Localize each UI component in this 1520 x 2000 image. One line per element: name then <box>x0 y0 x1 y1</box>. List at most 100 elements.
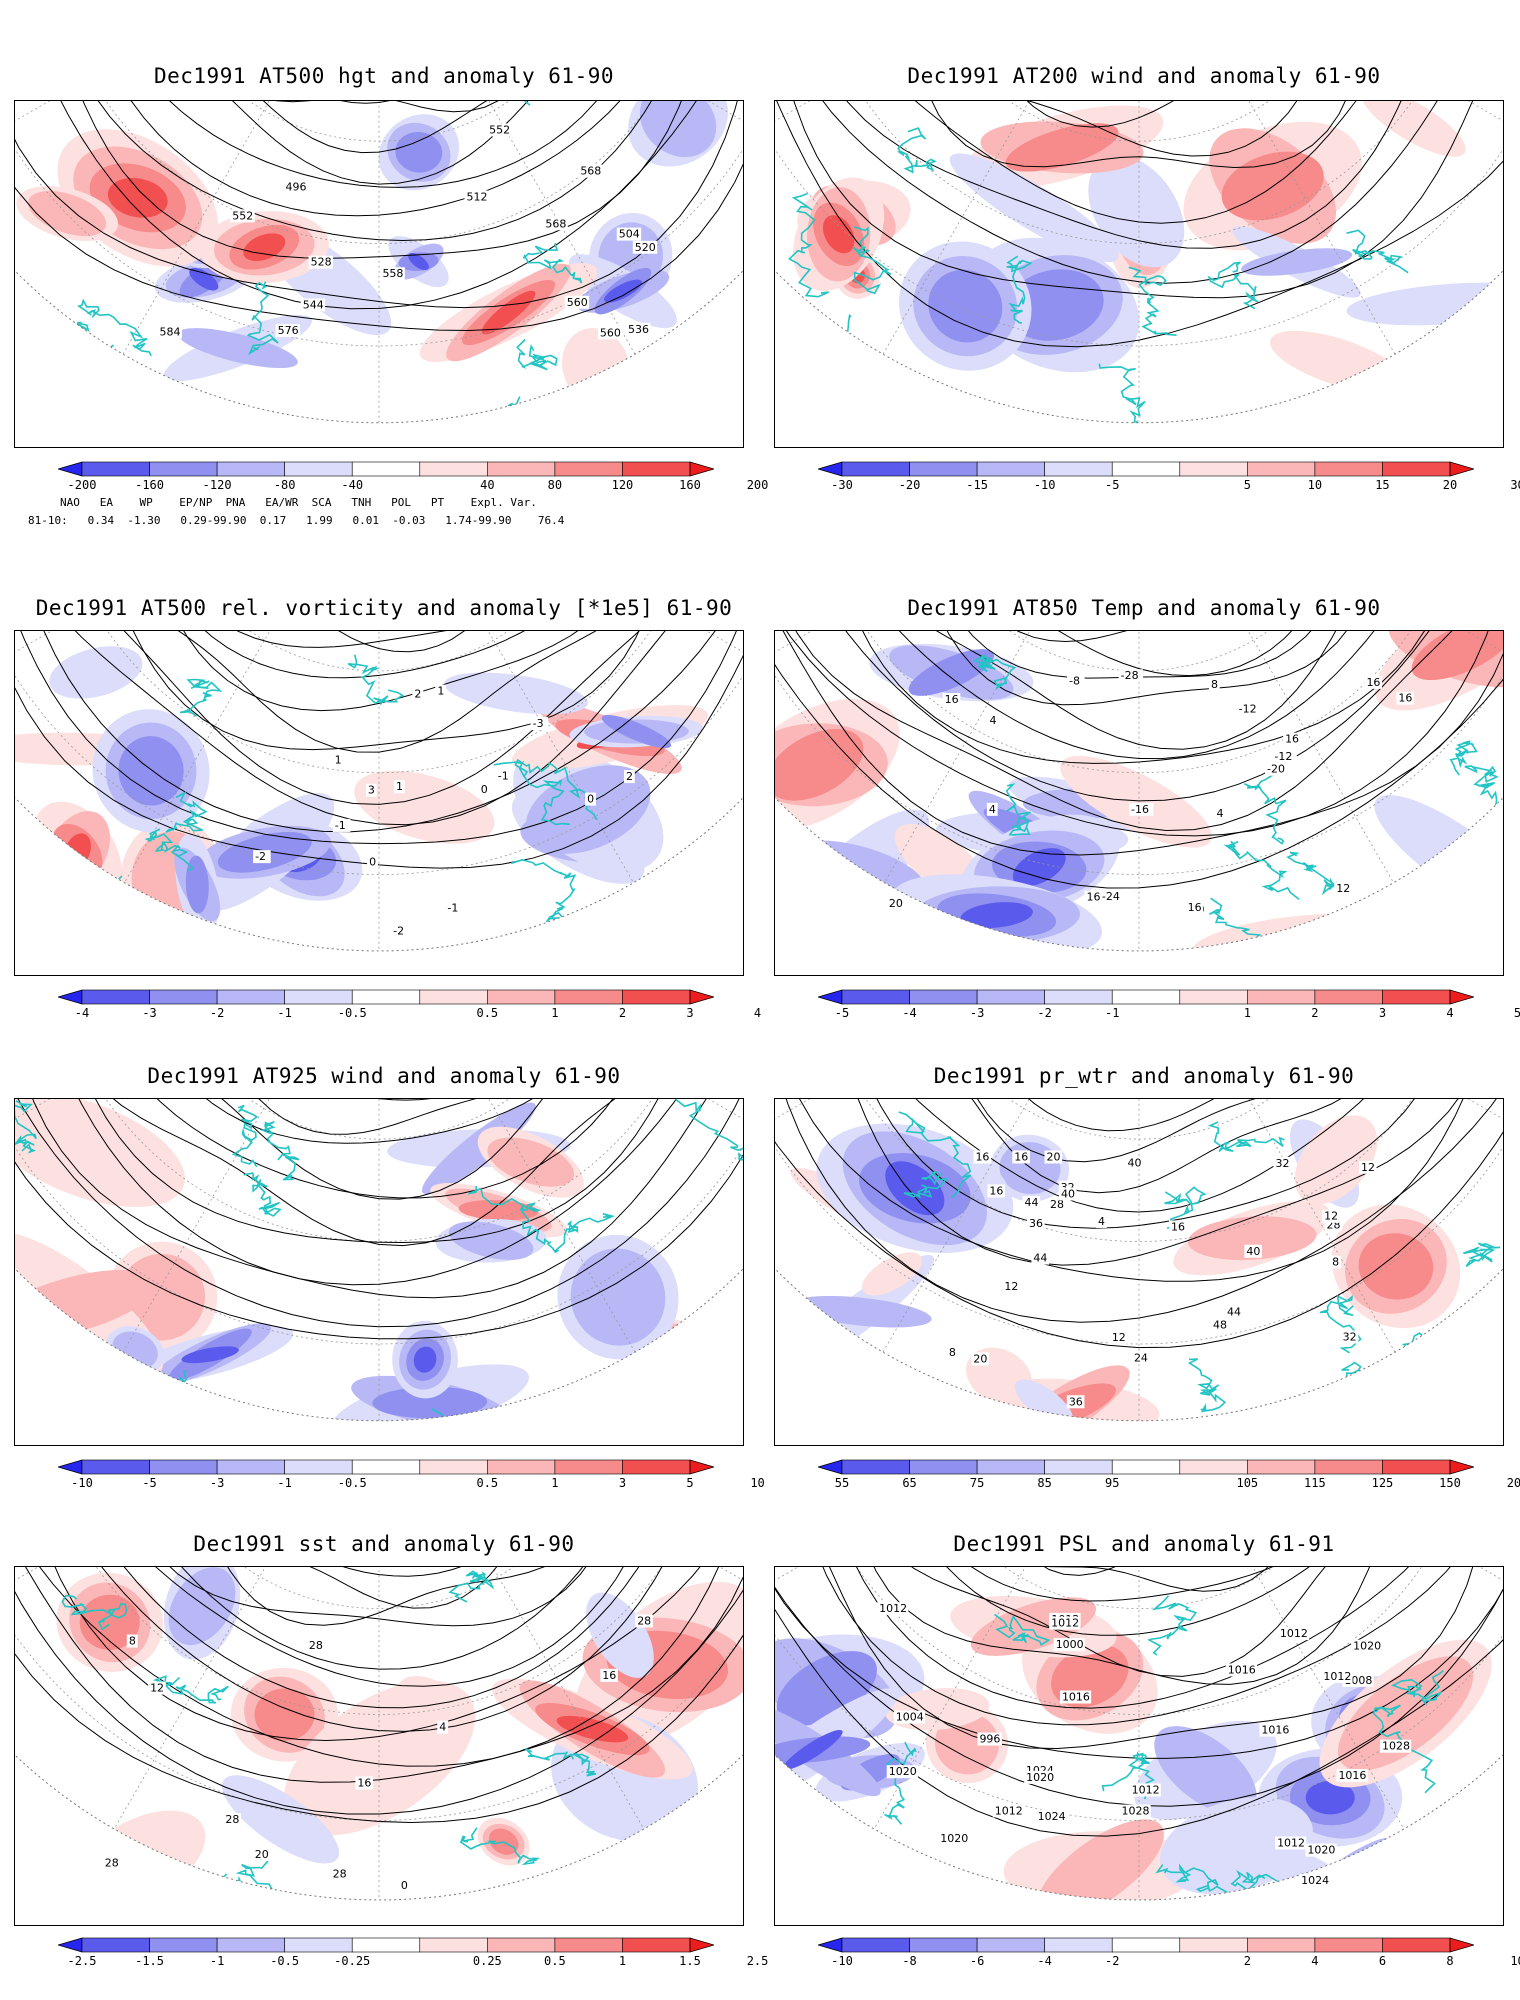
coastline <box>516 338 558 371</box>
colorbar-tick-label: -20 <box>898 478 921 492</box>
contour-line <box>15 631 743 833</box>
coastline <box>1319 1294 1362 1354</box>
colorbar-tick-label: -30 <box>831 478 853 492</box>
coastline <box>510 858 577 923</box>
anomaly-shading <box>1358 1233 1434 1300</box>
coastline <box>1464 765 1499 810</box>
panel-title: Dec1991 AT500 hgt and anomaly 61-90 <box>153 64 614 88</box>
contour-label: 28 <box>333 1867 347 1880</box>
colorbar-swatch <box>216 1937 285 1953</box>
coastline <box>1362 1862 1405 1887</box>
colorbar-tick-label: 30 <box>1510 478 1520 492</box>
colorbar-swatch <box>554 1459 623 1475</box>
colorbar-strip <box>818 1937 1474 1953</box>
colorbar-tick-label: 2 <box>1243 1954 1251 1968</box>
panel-title: Dec1991 AT925 wind and anomaly 61-90 <box>147 1064 621 1088</box>
contour-line <box>15 1099 743 1299</box>
colorbar-arrow-right <box>689 989 714 1005</box>
panel-title: Dec1991 sst and anomaly 61-90 <box>193 1532 575 1556</box>
colorbar-tick-label: 200 <box>1506 1476 1520 1490</box>
contour-line <box>854 1099 1404 1194</box>
contour-label: 2 <box>626 770 633 783</box>
contour-line <box>127 631 649 712</box>
contour-line <box>167 1567 575 1577</box>
colorbar-tick-label: 0.5 <box>476 1476 499 1490</box>
contour-label: 16 <box>1398 692 1412 705</box>
contour-line <box>775 631 1503 832</box>
contour-line <box>94 1567 657 1670</box>
contour-label: 1028 <box>1122 1805 1150 1818</box>
contour-line <box>829 1099 1459 1229</box>
anomaly-shading <box>1241 248 1353 276</box>
colorbar-swatch <box>487 989 556 1005</box>
colorbar-swatch <box>909 1459 978 1475</box>
teleconnection-values: 81-10: 0.34 -1.30 0.29-99.90 0.17 1.99 0… <box>28 514 565 527</box>
colorbar-tick-label: 5 <box>1513 1006 1520 1020</box>
map-sst: 28 28 20 16 12 0 4 8 16 28 28 28 <box>14 1566 744 1926</box>
contour-label: 8 <box>1332 1255 1339 1268</box>
anomaly-shading <box>562 328 630 405</box>
coastline <box>788 192 829 298</box>
contour-line <box>213 101 558 104</box>
anomaly-shading <box>177 328 298 369</box>
panel-wind925: Dec1991 AT925 wind and anomaly 61-90 -10… <box>14 1064 765 1494</box>
contour-label: 4 <box>439 1721 446 1734</box>
colorbar-tick-label: -0.5 <box>337 1476 367 1490</box>
colorbar-tick-label: -1 <box>1104 1006 1120 1020</box>
colorbar-strip <box>818 461 1474 477</box>
colorbar-swatch <box>1314 461 1383 477</box>
coastline <box>524 1747 597 1777</box>
contour-label: -3 <box>533 717 544 730</box>
contour-label: 16 <box>1014 1150 1028 1163</box>
contour-line <box>57 1099 713 1247</box>
anomaly-shading <box>1337 1656 1474 1771</box>
contour-label: 16 <box>1366 676 1380 689</box>
contour-line <box>775 1099 1503 1349</box>
colorbar-arrow-right <box>689 1459 714 1475</box>
contour-label: 0 <box>401 1879 408 1892</box>
contour-label: 16 <box>357 1777 371 1790</box>
contour-label: 28 <box>637 1614 651 1627</box>
coastline <box>973 654 1017 690</box>
coastline <box>1391 1670 1444 1707</box>
map-hgt500: 496 504 512 520 528 536 544 552 560 568 552 560 568 5… <box>14 100 744 448</box>
colorbar-tick-label: -1 <box>209 1954 225 1968</box>
colorbar-tick-label: 4 <box>753 1006 762 1020</box>
contour-line <box>71 631 678 751</box>
colorbar-tick-label: -2 <box>1037 1006 1052 1020</box>
contour-line <box>49 101 703 242</box>
colorbar-tick-label: 115 <box>1304 1476 1326 1490</box>
contour-line <box>840 1099 1437 1213</box>
anomaly-shading <box>20 1844 104 1900</box>
contour-label: 8 <box>1211 678 1218 691</box>
contour-label: 1012 <box>1323 1670 1351 1683</box>
contour-label: 558 <box>382 267 403 280</box>
anomaly-shading <box>908 649 994 696</box>
colorbar-swatch <box>1179 1459 1248 1475</box>
contour-line <box>877 631 1389 706</box>
colorbar-tick-label: -80 <box>273 478 296 492</box>
colorbar-arrow-left <box>58 989 83 1005</box>
contour-label: 1016 <box>1338 1769 1366 1782</box>
colorbar-tick-label: 150 <box>1439 1476 1461 1490</box>
contour-label: 20 <box>255 1848 269 1861</box>
colorbar-tick-label: 40 <box>480 478 495 492</box>
colorbar: -4 -3 -2 -1 -0.5 0.5 1 2 3 4 <box>58 988 761 1022</box>
colorbar-tick-label: -3 <box>209 1476 225 1490</box>
anomaly-shading <box>49 646 143 699</box>
contour-label: 16 <box>989 1184 1003 1197</box>
anomaly-shading <box>1411 631 1503 681</box>
contour-line <box>15 101 743 310</box>
coastline <box>898 1111 972 1199</box>
anomaly-shading <box>168 1567 236 1645</box>
contour-label: 28 <box>1050 1198 1064 1211</box>
contour-label: 28 <box>105 1856 119 1869</box>
coastline <box>717 376 743 423</box>
colorbar-tick-label: -2 <box>209 1006 225 1020</box>
contour-label: 0 <box>481 783 488 796</box>
colorbar-swatch <box>1111 1459 1181 1475</box>
contour-label: 32 <box>1275 1157 1289 1170</box>
anomaly-shading <box>28 190 107 237</box>
anomaly-shading <box>34 1851 144 1900</box>
contour-label: 8 <box>129 1635 136 1648</box>
